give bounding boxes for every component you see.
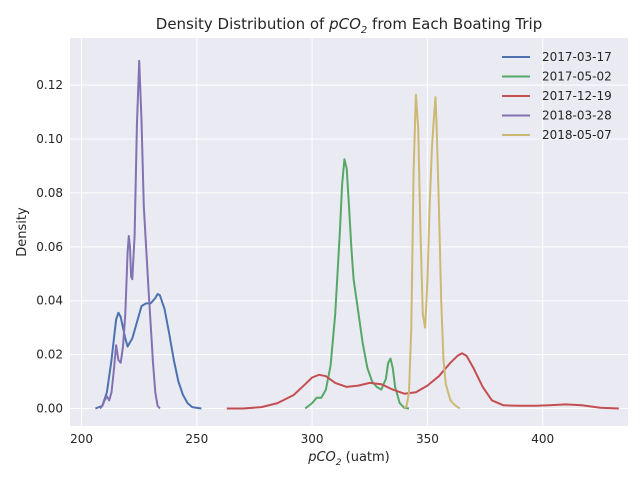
plot-background bbox=[70, 38, 628, 426]
x-tick-label: 400 bbox=[531, 432, 554, 446]
series-line-2018-03-28 bbox=[99, 59, 161, 410]
y-tick-label: 0.02 bbox=[36, 348, 63, 362]
x-axis-ticks: 200 250 300 350 400 bbox=[70, 432, 554, 446]
x-tick-label: 250 bbox=[185, 432, 208, 446]
series-line-2017-03-17 bbox=[95, 293, 202, 410]
y-tick-label: 0.04 bbox=[36, 294, 63, 308]
y-tick-label: 0.00 bbox=[36, 401, 63, 415]
legend-label: 2017-12-19 bbox=[542, 89, 612, 103]
series-line-2017-12-19 bbox=[226, 352, 619, 410]
series-line-2018-05-07 bbox=[403, 93, 461, 410]
legend-label: 2017-03-17 bbox=[542, 50, 612, 64]
y-tick-label: 0.12 bbox=[36, 78, 63, 92]
x-tick-label: 300 bbox=[301, 432, 324, 446]
legend: 2017-03-17 2017-05-02 2017-12-19 2018-03-28… bbox=[502, 50, 612, 142]
x-tick-label: 200 bbox=[70, 432, 93, 446]
y-axis-ticks: 0.00 0.02 0.04 0.06 0.08 0.10 0.12 bbox=[36, 78, 63, 415]
series-lines bbox=[95, 59, 619, 410]
chart-title: Density Distribution of pCO2 from Each B… bbox=[156, 15, 542, 36]
y-tick-label: 0.10 bbox=[36, 132, 63, 146]
x-tick-label: 350 bbox=[416, 432, 439, 446]
y-tick-label: 0.06 bbox=[36, 240, 63, 254]
legend-label: 2018-03-28 bbox=[542, 109, 612, 123]
legend-label: 2018-05-07 bbox=[542, 128, 612, 142]
x-axis-label: pCO2 (uatm) bbox=[307, 450, 390, 468]
y-axis-label: Density bbox=[15, 207, 30, 257]
legend-label: 2017-05-02 bbox=[542, 70, 612, 84]
y-tick-label: 0.08 bbox=[36, 186, 63, 200]
